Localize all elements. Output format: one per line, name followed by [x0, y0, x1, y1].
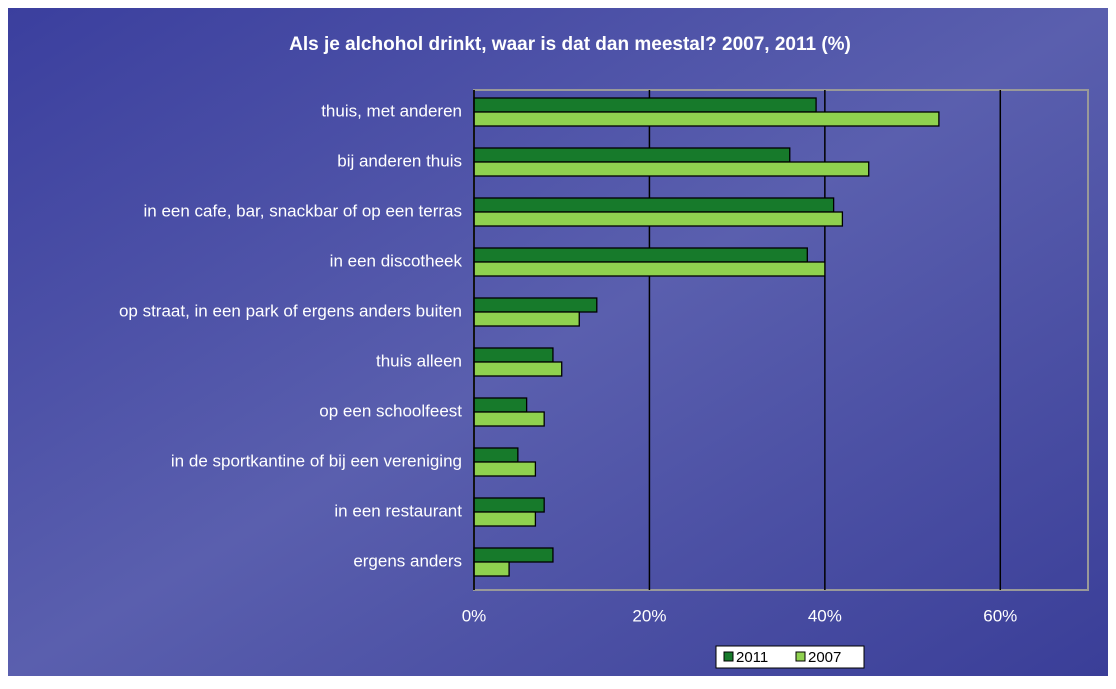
bar — [474, 298, 597, 312]
bar — [474, 248, 807, 262]
bar — [474, 498, 544, 512]
y-tick-label: thuis alleen — [376, 351, 462, 370]
chart: Als je alchohol drinkt, waar is dat dan … — [0, 0, 1116, 684]
y-tick-label: in een cafe, bar, snackbar of op een ter… — [144, 201, 462, 220]
bar — [474, 198, 834, 212]
y-tick-label: op straat, in een park of ergens anders … — [119, 301, 462, 320]
bar — [474, 562, 509, 576]
bar — [474, 462, 535, 476]
bar — [474, 312, 579, 326]
legend-swatch — [724, 652, 733, 661]
y-tick-label: in een restaurant — [334, 501, 462, 520]
bar — [474, 212, 842, 226]
y-tick-label: in de sportkantine of bij een vereniging — [171, 451, 462, 470]
bar — [474, 512, 535, 526]
y-tick-label: in een discotheek — [330, 251, 463, 270]
x-tick-label: 60% — [983, 606, 1017, 625]
chart-title: Als je alchohol drinkt, waar is dat dan … — [289, 34, 851, 55]
y-tick-label: thuis, met anderen — [321, 101, 462, 120]
x-tick-label: 0% — [462, 606, 487, 625]
bar — [474, 412, 544, 426]
x-tick-label: 20% — [632, 606, 666, 625]
bar — [474, 362, 562, 376]
bar — [474, 448, 518, 462]
bar — [474, 398, 527, 412]
bar — [474, 148, 790, 162]
bar — [474, 548, 553, 562]
bar — [474, 348, 553, 362]
bar — [474, 98, 816, 112]
legend-label: 2011 — [736, 649, 768, 666]
legend-label: 2007 — [808, 649, 841, 666]
bar — [474, 262, 825, 276]
x-tick-label: 40% — [808, 606, 842, 625]
legend-swatch — [796, 652, 805, 661]
y-tick-label: op een schoolfeest — [319, 401, 462, 420]
y-tick-label: ergens anders — [353, 551, 462, 570]
y-tick-label: bij anderen thuis — [337, 151, 462, 170]
bar — [474, 162, 869, 176]
bar — [474, 112, 939, 126]
